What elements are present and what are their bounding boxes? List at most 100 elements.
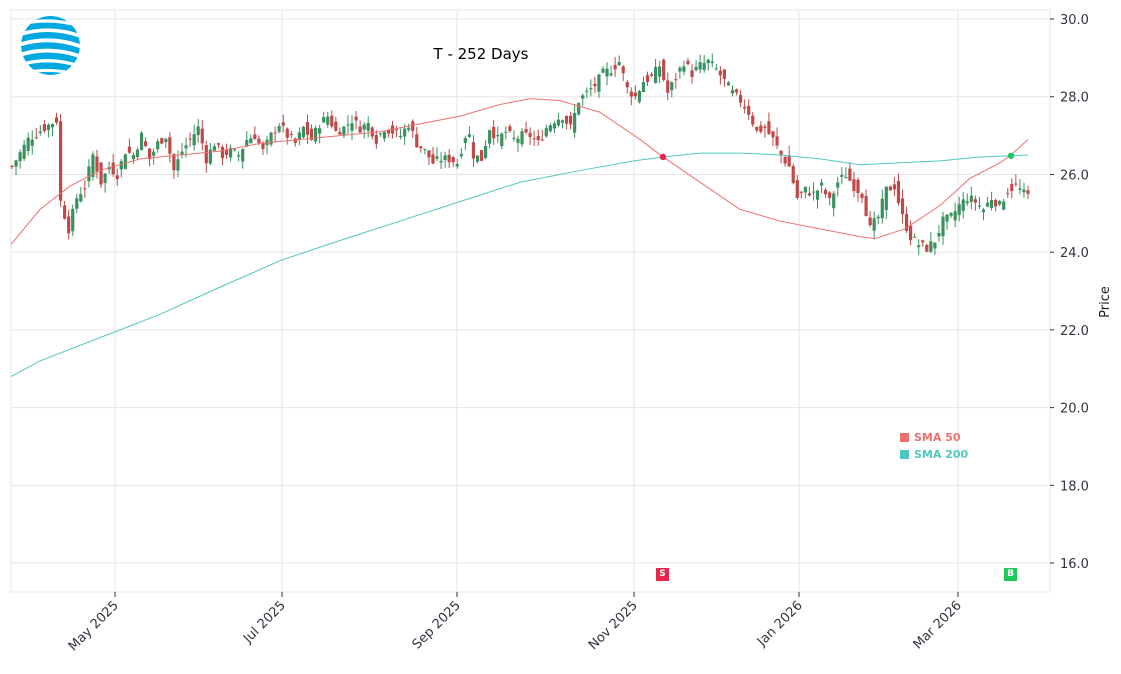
candle-body xyxy=(439,160,443,163)
candle-body xyxy=(237,155,241,157)
candle-body xyxy=(204,145,208,164)
candle-body xyxy=(508,126,512,132)
candle-body xyxy=(18,152,22,162)
candle-body xyxy=(815,190,820,200)
candle-body xyxy=(981,209,986,213)
candle-body xyxy=(832,193,836,209)
candle-body xyxy=(63,205,67,219)
candle-body xyxy=(856,179,860,194)
candle-body xyxy=(560,120,565,123)
candle-body xyxy=(46,124,51,131)
candle-body xyxy=(1006,192,1010,194)
candle-body xyxy=(658,66,662,77)
candle-body xyxy=(228,147,233,158)
legend-item-sma50: SMA 50 xyxy=(900,429,968,446)
candle-body xyxy=(747,105,751,115)
candle-body xyxy=(904,213,909,231)
candle-body xyxy=(241,148,245,162)
candle-body xyxy=(261,143,265,149)
candle-body xyxy=(127,146,131,153)
candle-body xyxy=(22,144,26,159)
candle-body xyxy=(799,191,803,193)
buy-signal-marker: B xyxy=(1004,568,1017,581)
sma50-line xyxy=(10,98,1029,245)
candle-body xyxy=(698,62,702,70)
candle-body xyxy=(973,199,977,203)
candle-body xyxy=(1018,188,1022,190)
candle-body xyxy=(702,63,706,70)
sell-signal-marker: S xyxy=(656,568,669,581)
candle-body xyxy=(216,143,221,145)
candle-body xyxy=(334,121,338,131)
x-tick-label: Jan 2026 xyxy=(754,598,806,650)
candle-body xyxy=(479,150,484,161)
candle-body xyxy=(844,177,848,179)
candle-body xyxy=(293,138,297,143)
y-tick-label: 30.0 xyxy=(1060,13,1089,28)
candle-body xyxy=(67,216,71,234)
candle-body xyxy=(143,141,148,147)
candle-body xyxy=(848,168,852,181)
candle-body xyxy=(710,61,714,64)
candle-body xyxy=(354,116,358,121)
candle-body xyxy=(609,73,613,76)
candle-body xyxy=(589,88,593,90)
candle-body xyxy=(989,199,994,208)
candle-body xyxy=(811,191,816,193)
candle-body xyxy=(172,154,176,171)
candle-body xyxy=(500,133,504,147)
candle-body xyxy=(751,115,755,125)
candle-body xyxy=(83,188,87,190)
candle-body xyxy=(994,199,998,207)
candle-body xyxy=(884,186,888,210)
candle-body xyxy=(318,128,322,134)
candle-body xyxy=(374,135,378,144)
candle-body xyxy=(75,198,79,209)
candle-body xyxy=(670,82,674,91)
candle-body xyxy=(739,95,743,103)
candle-body xyxy=(819,182,824,186)
candle-body xyxy=(152,151,156,156)
candle-body xyxy=(730,90,735,94)
y-axis-label: Price xyxy=(1098,286,1113,318)
y-tick-label: 24.0 xyxy=(1060,246,1089,261)
x-tick-label: Sep 2025 xyxy=(410,598,464,652)
candle-body xyxy=(767,121,771,134)
candle-body xyxy=(532,138,536,140)
candle-body xyxy=(654,66,658,83)
candle-body xyxy=(888,186,892,191)
candle-body xyxy=(787,155,791,167)
candle-body xyxy=(763,126,767,129)
y-tick-label: 28.0 xyxy=(1060,91,1089,106)
candle-body xyxy=(58,121,63,201)
candle-body xyxy=(224,149,229,155)
candle-body xyxy=(941,216,945,237)
candle-body xyxy=(407,127,411,130)
y-tick-label: 16.0 xyxy=(1060,557,1089,572)
y-tick-label: 20.0 xyxy=(1060,402,1089,417)
candle-body xyxy=(601,68,605,73)
candle-body xyxy=(528,132,532,138)
candle-body xyxy=(678,67,682,72)
candle-body xyxy=(1002,201,1006,210)
candle-body xyxy=(824,189,828,195)
candle-body xyxy=(370,127,374,137)
candle-body xyxy=(779,150,783,155)
plot-area xyxy=(10,9,1051,593)
candle-body xyxy=(686,60,690,65)
candle-body xyxy=(14,160,18,167)
candle-body xyxy=(131,155,136,160)
candle-body xyxy=(945,214,949,222)
candle-body xyxy=(38,131,42,133)
candle-body xyxy=(929,241,933,252)
candle-body xyxy=(1026,190,1030,194)
candle-body xyxy=(961,199,965,211)
candle-body xyxy=(564,116,569,124)
x-tick-label: May 2025 xyxy=(66,598,122,654)
candle-body xyxy=(103,173,107,184)
candle-body xyxy=(398,135,403,138)
candle-body xyxy=(775,136,779,146)
candle-body xyxy=(755,126,759,131)
candle-body xyxy=(394,129,399,131)
candle-body xyxy=(836,182,840,188)
